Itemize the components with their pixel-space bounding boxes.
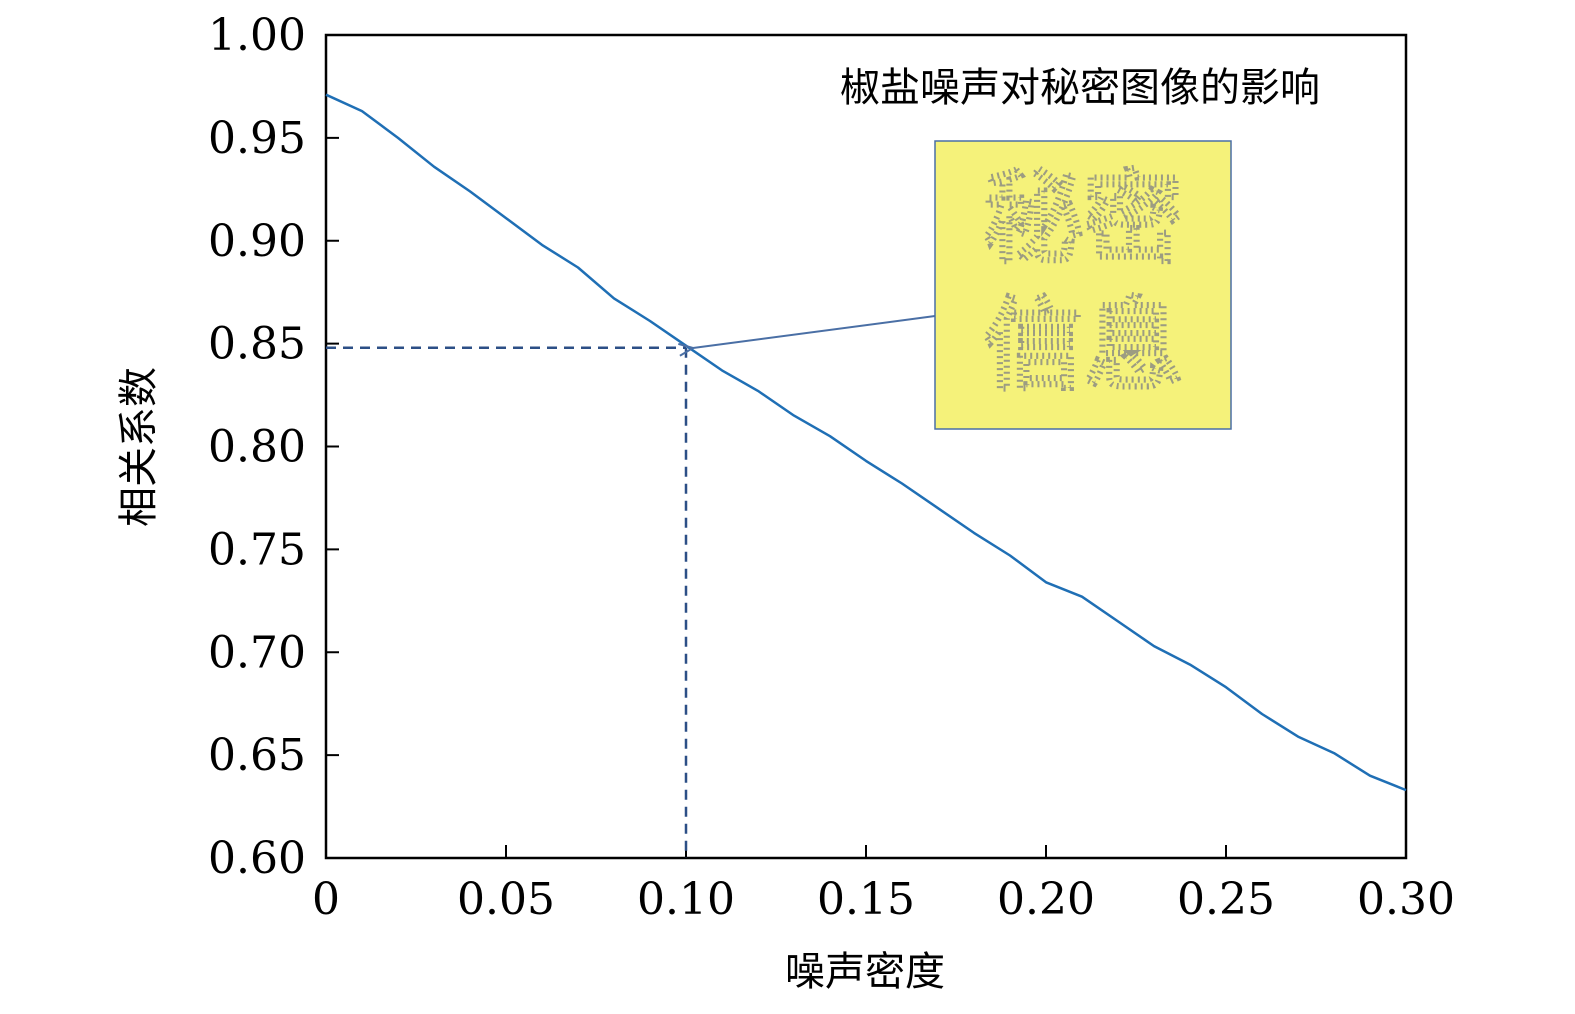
x-tick-label: 0.05 <box>457 874 555 925</box>
y-tick-label: 0.80 <box>208 422 306 473</box>
series-line <box>325 93 1407 792</box>
inset-background <box>934 140 1232 430</box>
x-tick-label: 0.25 <box>1177 874 1275 925</box>
plot-frame <box>324 33 1408 860</box>
y-tick-label: 1.00 <box>208 10 306 61</box>
inset-image: 秘密 信息 <box>934 140 1232 430</box>
x-tick-label: 0.20 <box>997 874 1095 925</box>
y-tick-label: 0.90 <box>208 216 306 267</box>
y-tick-label: 0.70 <box>208 627 306 678</box>
series-layer <box>325 93 1407 792</box>
x-axis-ticks: 0 0.05 0.10 0.15 0.20 0.25 0.30 <box>312 845 1455 925</box>
x-tick-label: 0.30 <box>1357 874 1455 925</box>
y-tick-label: 0.85 <box>208 319 306 370</box>
y-tick-label: 0.95 <box>208 113 306 164</box>
inset-text-line1: 秘密 <box>983 159 1183 277</box>
x-tick-label: 0.10 <box>637 874 735 925</box>
y-tick-label: 0.75 <box>208 524 306 575</box>
annotation-arrow <box>693 315 936 348</box>
x-tick-label: 0 <box>312 874 340 925</box>
y-tick-label: 0.60 <box>208 833 306 884</box>
reference-lines <box>326 346 688 858</box>
inset-text-line2: 信息 <box>983 286 1183 404</box>
x-tick-label: 0.15 <box>817 874 915 925</box>
y-axis-ticks: 0.60 0.65 0.70 0.75 0.80 0.85 0.90 0.95 1.00 <box>208 10 339 884</box>
chart-title: 椒盐噪声对秘密图像的影响 <box>840 65 1320 111</box>
y-axis-title: 相关系数 <box>116 367 162 527</box>
x-axis-title: 噪声密度 <box>785 949 945 995</box>
y-tick-label: 0.65 <box>208 730 306 781</box>
